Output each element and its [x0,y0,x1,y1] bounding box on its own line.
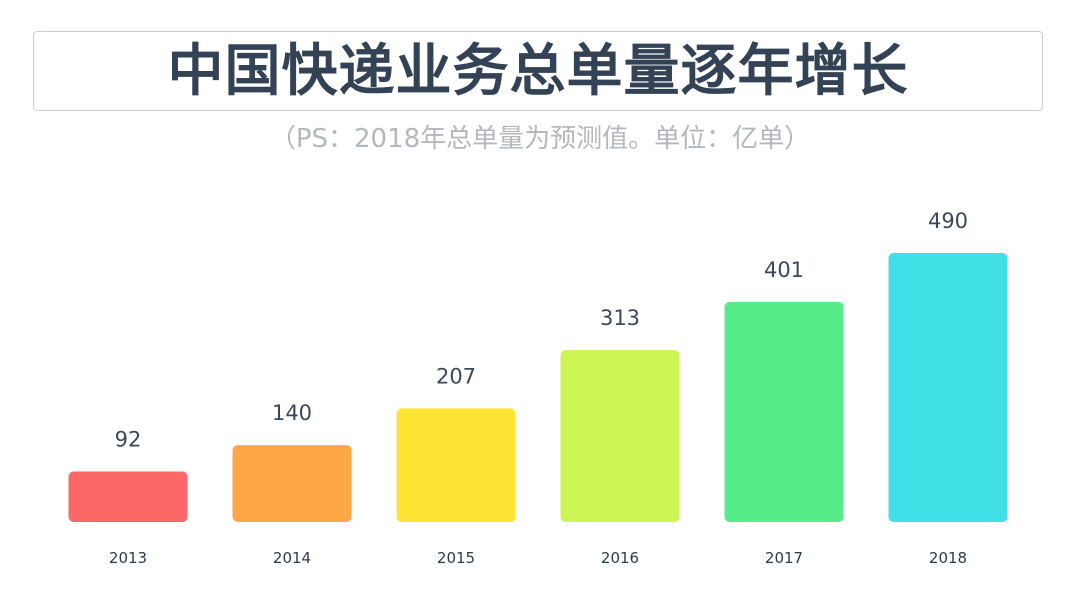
title-box: 中国快递业务总单量逐年增长 [33,31,1043,111]
value-label-2015: 207 [436,364,476,388]
bar-2015 [396,408,516,522]
x-tick-label-2014: 2014 [273,549,311,567]
bar-2014 [232,445,352,522]
value-label-2016: 313 [600,306,640,330]
x-tick-label-2013: 2013 [109,549,147,567]
x-tick-label-2017: 2017 [765,549,803,567]
value-label-2013: 92 [115,427,142,451]
x-tick-label-2018: 2018 [929,549,967,567]
x-tick-label-2016: 2016 [601,549,639,567]
bar-2016 [560,350,680,522]
chart-title: 中国快递业务总单量逐年增长 [167,39,909,104]
x-tick-label-2015: 2015 [437,549,475,567]
bar-2013 [68,471,188,522]
value-label-2018: 490 [928,209,968,233]
chart-subtitle: （PS：2018年总单量为预测值。单位：亿单） [269,124,811,154]
value-label-2014: 140 [272,401,312,425]
bar-2017 [724,301,844,522]
bar-2018 [888,253,1008,522]
value-label-2017: 401 [764,258,804,282]
